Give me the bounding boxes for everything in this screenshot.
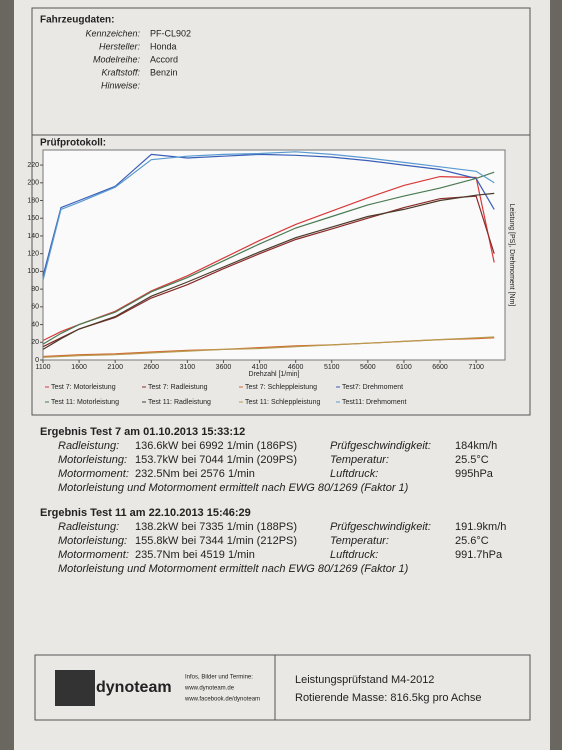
x-tick-label: 7100: [468, 364, 484, 371]
result-label: Motorleistung:: [58, 454, 127, 466]
result-label: Motorleistung:: [58, 535, 127, 547]
series-line: [42, 151, 495, 281]
logo-icon: [55, 670, 95, 706]
result-label: Radleistung:: [58, 521, 119, 533]
result-value: 136.6kW bei 6992 1/min (186PS): [135, 440, 297, 452]
legend-label: Test 7: Motorleistung: [51, 384, 116, 391]
field-label: Hinweise:: [101, 80, 141, 90]
result-value: 25.5°C: [455, 454, 489, 466]
field-value: Honda: [150, 41, 177, 51]
legend-label: Test7: Drehmoment: [342, 384, 403, 391]
y-tick-label: 0: [35, 357, 39, 364]
x-tick-label: 4100: [252, 364, 268, 371]
result-label: Prüfgeschwindigkeit:: [330, 521, 431, 533]
result-value: 191.9km/h: [455, 521, 506, 533]
series-line: [42, 192, 495, 350]
field-label: Hersteller:: [99, 41, 141, 51]
result-note: Motorleistung und Motormoment ermittelt …: [58, 563, 409, 575]
field-value: Benzin: [150, 67, 178, 77]
y-tick-label: 160: [27, 215, 39, 222]
y-tick-label: 40: [31, 321, 39, 328]
legend-label: Test 11: Radleistung: [148, 399, 211, 406]
y-tick-label: 80: [31, 286, 39, 293]
bench-name: Leistungsprüfstand M4-2012: [295, 674, 434, 686]
legend-label: Test11: Drehmoment: [342, 399, 407, 406]
result-label: Motormoment:: [58, 549, 129, 561]
result-label: Radleistung:: [58, 440, 119, 452]
legend-label: Test 7: Schleppleistung: [245, 384, 317, 391]
footer-info: www.facebook.de/dynoteam: [184, 697, 260, 703]
result-value: 25.6°C: [455, 535, 489, 547]
y-axis-label: Leistung [PS], Drehmoment [Nm]: [508, 204, 515, 307]
result-note: Motorleistung und Motormoment ermittelt …: [58, 482, 409, 494]
chart-box: [31, 134, 531, 416]
x-tick-label: 5600: [360, 364, 376, 371]
result-value: 153.7kW bei 7044 1/min (209PS): [135, 454, 297, 466]
y-tick-label: 220: [27, 162, 39, 169]
y-tick-label: 60: [31, 304, 39, 311]
series-line: [42, 171, 495, 345]
y-tick-label: 120: [27, 251, 39, 258]
series-line: [42, 336, 495, 358]
paper: [14, 0, 550, 750]
field-value: PF-CL902: [150, 28, 191, 38]
result-value: 155.8kW bei 7344 1/min (212PS): [135, 535, 297, 547]
field-label: Kennzeichen:: [85, 28, 140, 38]
result-label: Temperatur:: [330, 454, 389, 466]
logo-text: dynoteam: [96, 679, 172, 696]
field-label: Kraftstoff:: [101, 67, 140, 77]
x-tick-label: 1100: [35, 364, 50, 371]
series-line: [42, 153, 495, 276]
x-tick-label: 1600: [71, 364, 87, 371]
footer-right: [274, 654, 531, 721]
result-title: Ergebnis Test 7 am 01.10.2013 15:33:12: [40, 426, 245, 438]
footer-info: www.dynoteam.de: [184, 686, 235, 692]
x-tick-label: 2100: [107, 364, 123, 371]
rotating-mass: Rotierende Masse: 816.5kg pro Achse: [295, 692, 482, 704]
y-tick-label: 140: [27, 233, 39, 240]
result-label: Luftdruck:: [330, 468, 378, 480]
chart-title: Prüfprotokoll:: [40, 138, 106, 149]
x-tick-label: 4600: [288, 364, 304, 371]
field-label: Modelreihe:: [93, 54, 141, 64]
plot-area: [42, 149, 506, 361]
result-value: 991.7hPa: [455, 549, 503, 561]
x-tick-label: 2600: [143, 364, 159, 371]
vehicle-title: Fahrzeugdaten:: [40, 15, 114, 26]
x-axis-label: Drehzahl [1/min]: [249, 371, 300, 378]
legend-label: Test 11: Schleppleistung: [245, 399, 320, 406]
y-tick-label: 100: [27, 268, 39, 275]
x-tick-label: 5100: [324, 364, 340, 371]
y-tick-label: 200: [27, 180, 39, 187]
result-label: Temperatur:: [330, 535, 389, 547]
y-tick-label: 180: [27, 197, 39, 204]
y-tick-label: 20: [31, 339, 39, 346]
field-value: Accord: [150, 54, 178, 64]
result-value: 995hPa: [455, 468, 494, 480]
result-value: 138.2kW bei 7335 1/min (188PS): [135, 521, 297, 533]
x-tick-label: 3100: [180, 364, 196, 371]
x-tick-label: 6600: [432, 364, 448, 371]
footer-info: Infos, Bilder und Termine:: [185, 675, 253, 681]
x-tick-label: 3600: [216, 364, 232, 371]
result-label: Motormoment:: [58, 468, 129, 480]
legend-label: Test 11: Motorleistung: [51, 399, 119, 406]
legend-label: Test 7: Radleistung: [148, 384, 208, 391]
result-label: Prüfgeschwindigkeit:: [330, 440, 431, 452]
result-value: 184km/h: [455, 440, 497, 452]
result-title: Ergebnis Test 11 am 22.10.2013 15:46:29: [40, 507, 251, 519]
result-value: 235.7Nm bei 4519 1/min: [135, 549, 255, 561]
result-value: 232.5Nm bei 2576 1/min: [135, 468, 255, 480]
result-label: Luftdruck:: [330, 549, 378, 561]
x-tick-label: 6100: [396, 364, 412, 371]
